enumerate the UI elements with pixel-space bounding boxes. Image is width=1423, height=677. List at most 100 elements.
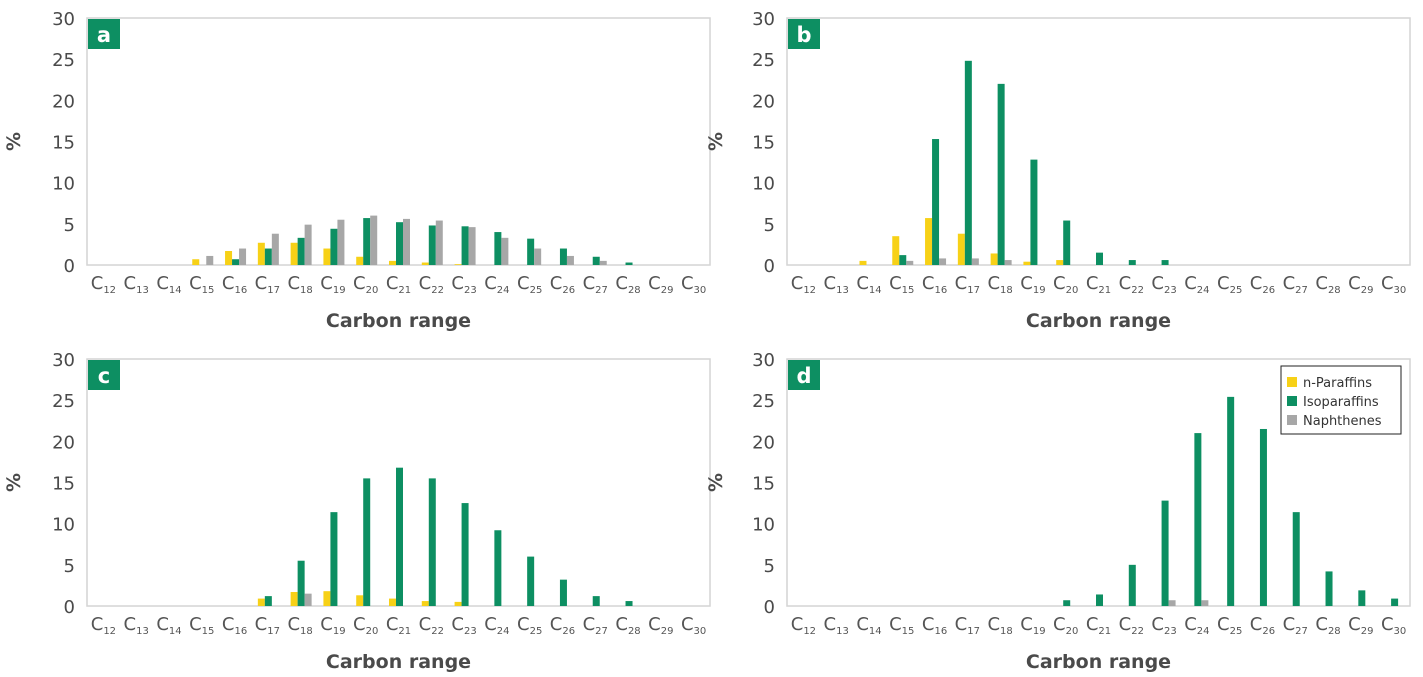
- bar-isoparaffins-C23: [1161, 500, 1169, 606]
- y-axis-title: %: [3, 473, 25, 492]
- bar-n-paraffins-C16: [225, 251, 233, 265]
- bar-isoparaffins-C22: [428, 478, 436, 606]
- bar-naphthenes-C22: [435, 220, 443, 265]
- legend-swatch-isoparaffins: [1287, 396, 1297, 406]
- x-tick-label: C26: [1250, 614, 1275, 637]
- bar-isoparaffins-C19: [330, 228, 338, 265]
- bar-naphthenes-C27: [599, 260, 607, 265]
- x-tick-label: C19: [1020, 273, 1045, 296]
- x-tick-label: C16: [922, 273, 947, 296]
- y-axis-title: %: [705, 473, 727, 492]
- bar-n-paraffins-C15: [192, 259, 200, 265]
- legend-label-naphthenes: Naphthenes: [1303, 414, 1382, 429]
- x-tick-label: C20: [1053, 614, 1078, 637]
- x-tick-label: C27: [1283, 614, 1308, 637]
- x-tick-label: C18: [287, 614, 312, 637]
- panel-c: c 0 5 10 15 20 25 30% C12 C13 C14 C15 C16 C17 C18 C19 C2…: [3, 350, 711, 673]
- bar-isoparaffins-C22: [1128, 260, 1136, 265]
- bar-isoparaffins-C17: [964, 60, 972, 266]
- x-tick-label: C26: [550, 273, 575, 296]
- panel-label: a: [97, 23, 111, 47]
- y-tick-label: 20: [752, 432, 775, 453]
- x-tick-label: C15: [889, 614, 914, 637]
- bar-isoparaffins-C20: [363, 218, 371, 265]
- bar-n-paraffins-C15: [892, 236, 900, 265]
- x-tick-label: C19: [1020, 614, 1045, 637]
- bar-isoparaffins-C18: [297, 560, 305, 606]
- bar-n-paraffins-C20: [356, 595, 364, 606]
- y-tick-label: 30: [52, 350, 75, 371]
- bar-isoparaffins-C26: [1259, 428, 1267, 606]
- bar-naphthenes-C23: [468, 227, 476, 265]
- x-tick-label: C20: [1053, 273, 1078, 296]
- bar-isoparaffins-C23: [461, 226, 469, 265]
- bar-isoparaffins-C22: [1128, 564, 1136, 606]
- x-tick-label: C25: [1217, 273, 1242, 296]
- x-tick-label: C30: [1381, 614, 1406, 637]
- legend-label-isoparaffins: Isoparaffins: [1303, 395, 1379, 410]
- x-tick-label: C13: [124, 273, 149, 296]
- x-tick-label: C22: [419, 273, 444, 296]
- bar-n-paraffins-C19: [323, 248, 331, 265]
- x-axis-title: Carbon range: [1026, 310, 1171, 332]
- y-tick-label: 30: [52, 9, 75, 30]
- x-tick-label: C19: [320, 614, 345, 637]
- y-tick-label: 25: [52, 391, 75, 412]
- x-tick-label: C19: [320, 273, 345, 296]
- bar-naphthenes-C25: [534, 248, 542, 265]
- y-tick-label: 0: [764, 597, 775, 618]
- bar-naphthenes-C18: [1004, 260, 1012, 265]
- x-tick-label: C12: [91, 273, 116, 296]
- panel-label: b: [796, 23, 811, 47]
- bar-n-paraffins-C22: [421, 601, 429, 606]
- bar-isoparaffins-C16: [932, 139, 940, 265]
- x-tick-label: C28: [615, 614, 640, 637]
- y-tick-label: 15: [52, 133, 75, 154]
- bar-isoparaffins-C21: [396, 222, 403, 265]
- y-tick-label: 5: [64, 215, 75, 236]
- x-tick-label: C13: [124, 614, 149, 637]
- bar-n-paraffins-C23: [454, 264, 462, 265]
- x-axis-title: Carbon range: [1026, 651, 1171, 673]
- panel-label-box: [788, 19, 820, 49]
- y-tick-label: 5: [764, 556, 775, 577]
- bar-isoparaffins-C25: [527, 556, 535, 606]
- bar-n-paraffins-C16: [925, 218, 933, 265]
- y-tick-label: 0: [64, 597, 75, 618]
- x-tick-label: C17: [255, 273, 280, 296]
- panel-b: b 0 5 10 15 20 25 30% C12 C13 C14 C15 C16 C17 C18 C19 C2…: [705, 9, 1411, 332]
- bar-naphthenes-C16: [939, 258, 947, 265]
- y-tick-label: 0: [64, 256, 75, 277]
- bar-naphthenes-C26: [566, 255, 574, 265]
- x-tick-label: C30: [681, 273, 706, 296]
- bar-isoparaffins-C18: [997, 83, 1005, 265]
- x-tick-label: C27: [583, 273, 608, 296]
- y-tick-label: 10: [752, 515, 775, 536]
- y-tick-label: 5: [764, 215, 775, 236]
- y-tick-label: 15: [52, 474, 75, 495]
- legend-box: [1280, 365, 1402, 435]
- bar-isoparaffins-C26: [559, 248, 567, 265]
- bar-isoparaffins-C21: [1096, 252, 1103, 265]
- bar-n-paraffins-C18: [290, 592, 298, 606]
- bar-n-paraffins-C19: [1023, 261, 1031, 265]
- y-tick-label: 20: [52, 91, 75, 112]
- x-tick-label: C14: [156, 614, 181, 637]
- bar-naphthenes-C19: [337, 219, 345, 265]
- x-tick-label: C21: [386, 614, 411, 637]
- bar-n-paraffins-C14: [859, 260, 867, 265]
- x-tick-label: C21: [1086, 273, 1111, 296]
- x-tick-label: C17: [955, 614, 980, 637]
- x-tick-label: C30: [1381, 273, 1406, 296]
- bar-n-paraffins-C18: [290, 242, 298, 265]
- panel-label-box: [788, 360, 820, 390]
- bar-naphthenes-C23: [1168, 600, 1176, 606]
- x-tick-label: C23: [1151, 614, 1176, 637]
- x-tick-label: C26: [1250, 273, 1275, 296]
- x-tick-label: C20: [353, 273, 378, 296]
- x-tick-label: C20: [353, 614, 378, 637]
- legend-label-n-paraffins: n-Paraffins: [1303, 376, 1372, 391]
- x-tick-label: C15: [889, 273, 914, 296]
- x-tick-label: C15: [189, 273, 214, 296]
